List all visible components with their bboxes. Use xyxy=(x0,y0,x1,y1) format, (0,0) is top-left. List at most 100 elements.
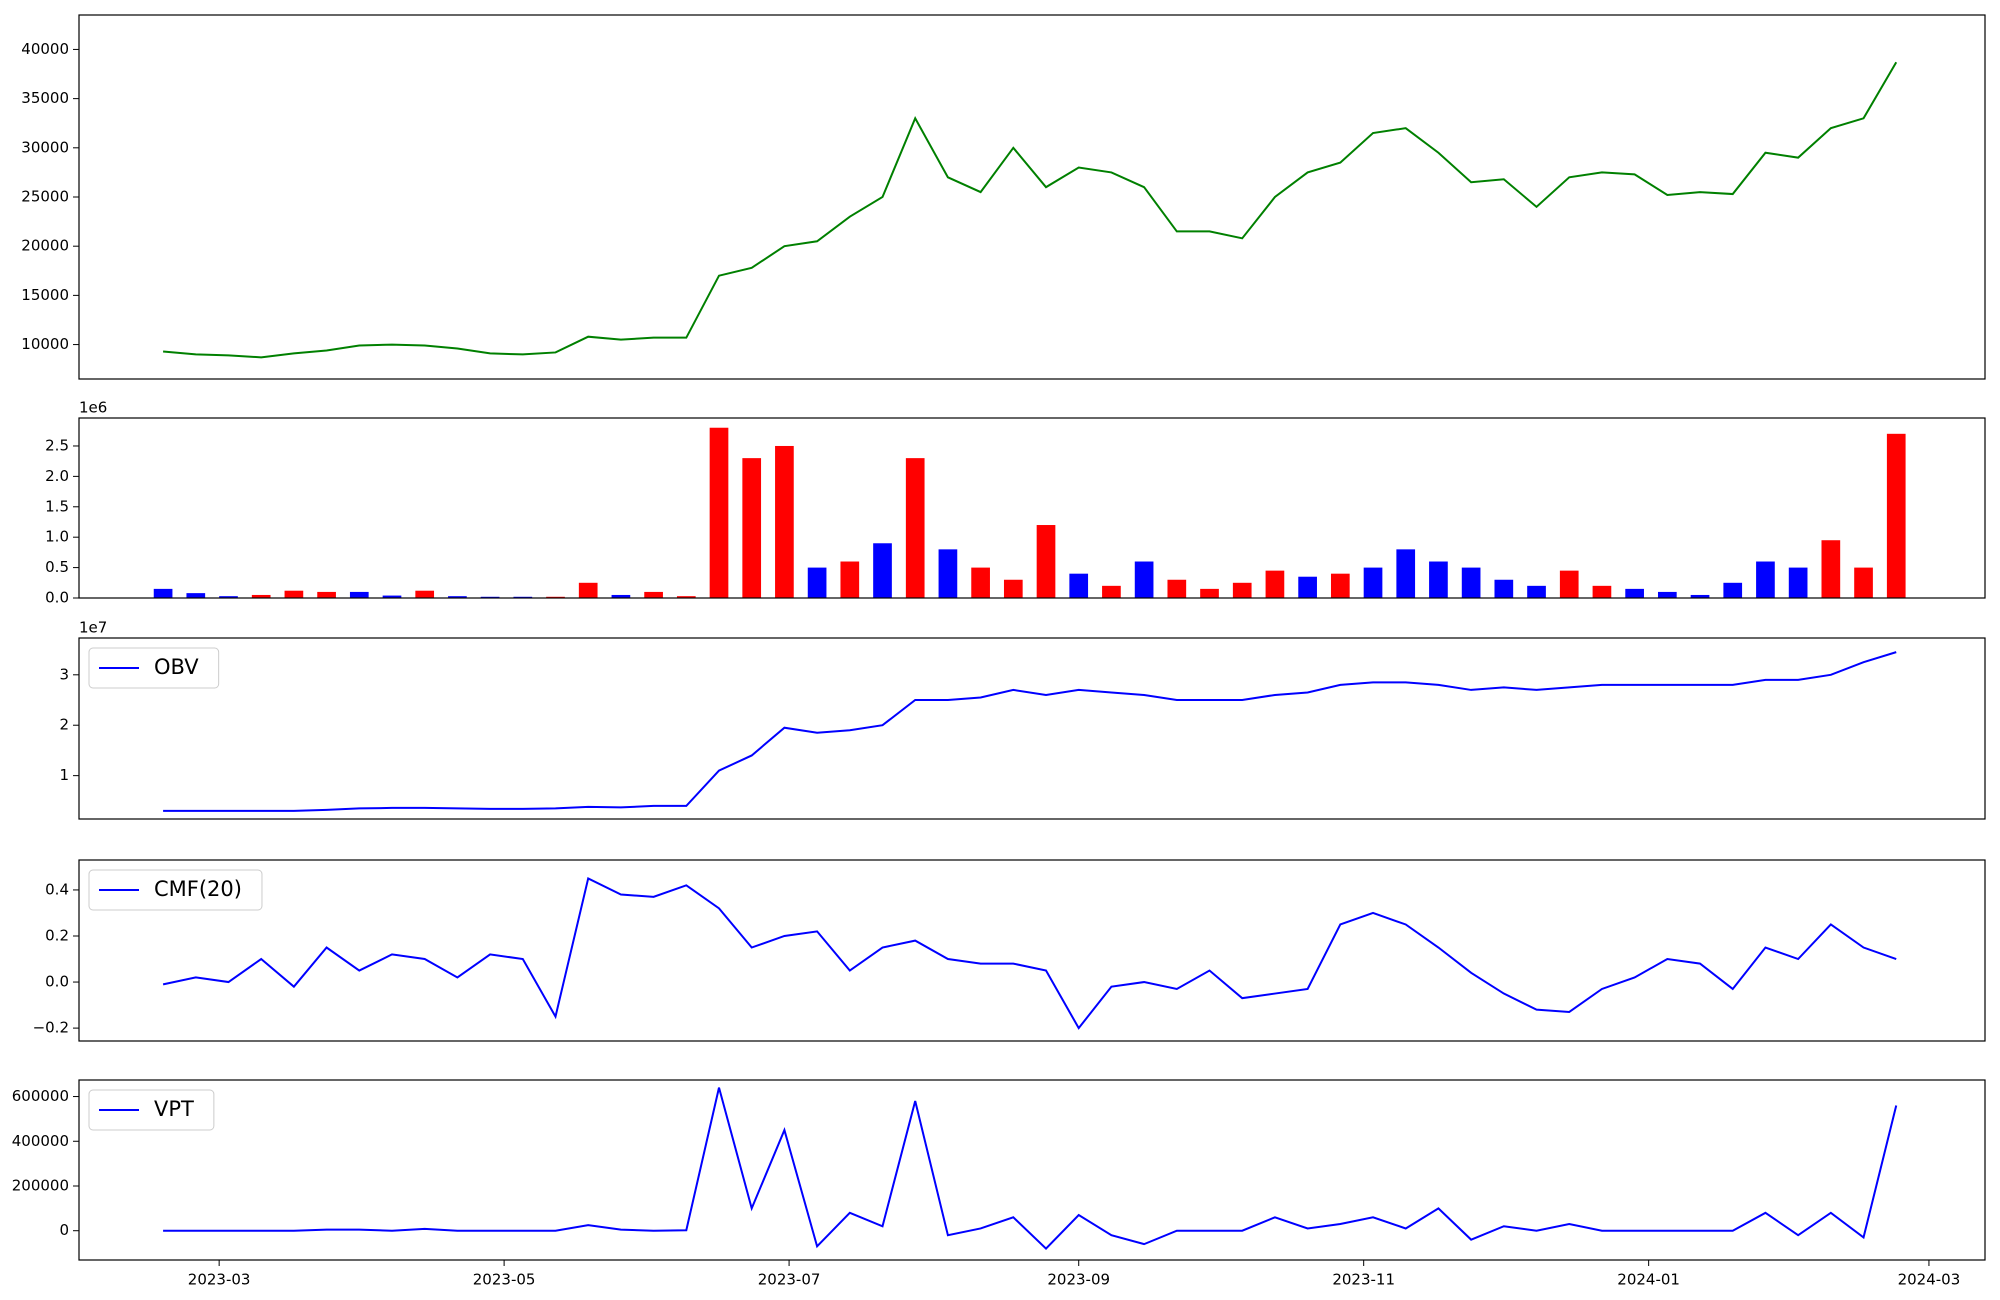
volume-bar xyxy=(611,594,631,598)
y-tick-label: 15000 xyxy=(21,286,69,304)
volume-bar xyxy=(1036,525,1056,598)
y-tick-label: 25000 xyxy=(21,188,69,206)
y-tick-label: 2.0 xyxy=(45,467,69,485)
volume-bar xyxy=(1461,567,1481,598)
volume-bar xyxy=(905,458,925,598)
axis-offset-label: 1e7 xyxy=(79,619,107,637)
volume-bar xyxy=(1003,579,1023,598)
volume-bar xyxy=(1330,573,1350,598)
y-tick-label: 0.4 xyxy=(45,880,69,898)
legend-box xyxy=(88,647,220,689)
y-tick-label: −0.2 xyxy=(33,1019,69,1037)
legend-label: VPT xyxy=(154,1097,194,1121)
volume-bar xyxy=(251,594,271,598)
panel: 1 2 3 1e7 OBV xyxy=(59,619,1986,820)
volume-bar xyxy=(742,458,762,598)
legend-box xyxy=(88,1089,215,1131)
legend-box xyxy=(88,869,263,911)
panel: 0 200000 400000 600000 2023-03 2023-05 2023-07… xyxy=(12,1079,1986,1289)
volume-bar xyxy=(1429,561,1448,598)
volume-bar xyxy=(971,567,990,598)
axes-frame xyxy=(78,637,1986,820)
volume-bar xyxy=(513,596,533,598)
y-tick-label: 10000 xyxy=(21,335,69,353)
y-tick-label: 35000 xyxy=(21,89,69,107)
volume-bar xyxy=(448,596,467,598)
volume-bar xyxy=(1363,567,1383,598)
volume-bar xyxy=(1625,588,1644,598)
volume-bar xyxy=(1592,585,1612,598)
x-tick-label: 2024-03 xyxy=(1898,1271,1961,1289)
axes-frame xyxy=(78,14,1986,380)
volume-bar xyxy=(415,590,435,598)
y-tick-label: 1.5 xyxy=(45,497,69,515)
volume-bar xyxy=(1690,594,1710,598)
volume-bar xyxy=(153,588,173,598)
volume-bar xyxy=(1265,570,1285,598)
x-tick-label: 2023-05 xyxy=(473,1271,536,1289)
volume-bar xyxy=(1494,579,1514,598)
axis-offset-label: 1e6 xyxy=(79,399,107,417)
volume-bar xyxy=(1788,567,1808,598)
volume-bar xyxy=(1559,570,1579,598)
volume-bar xyxy=(807,567,827,598)
volume-bar xyxy=(775,445,794,598)
x-tick-label: 2023-11 xyxy=(1332,1271,1395,1289)
volume-bar xyxy=(840,561,860,598)
panel: −0.2 0.0 0.2 0.4 CMF(20) xyxy=(33,859,1986,1042)
volume-bar xyxy=(1232,582,1252,598)
volume-bar xyxy=(578,582,598,598)
volume-bar xyxy=(1167,579,1187,598)
volume-bar xyxy=(186,593,206,598)
data-line xyxy=(162,876,1897,1030)
y-tick-label: 0.5 xyxy=(45,558,69,576)
data-line xyxy=(163,1087,1898,1251)
y-tick-label: 0.0 xyxy=(45,589,69,607)
volume-bar xyxy=(1821,540,1841,598)
axes-frame xyxy=(78,859,1986,1042)
volume-bar xyxy=(1854,567,1873,598)
volume-bar xyxy=(644,591,663,598)
volume-bar xyxy=(480,596,500,598)
volume-bar xyxy=(1134,561,1154,598)
panel: 10000 15000 20000 25000 30000 35000 40000 xyxy=(21,14,1986,380)
volume-bar xyxy=(1069,573,1089,598)
volume-bar xyxy=(1200,588,1219,598)
x-tick-label: 2023-09 xyxy=(1047,1271,1110,1289)
data-line xyxy=(162,61,1898,359)
volume-bar xyxy=(1756,561,1775,598)
volume-bar xyxy=(1102,585,1121,598)
axes-frame xyxy=(78,1079,1986,1261)
volume-bar xyxy=(546,596,565,598)
volume-bar xyxy=(382,595,402,598)
volume-bar xyxy=(873,543,892,598)
y-tick-label: 2 xyxy=(59,716,69,734)
data-line xyxy=(163,651,1897,812)
y-tick-label: 1.0 xyxy=(45,528,69,546)
y-tick-label: 3 xyxy=(59,665,69,683)
volume-bar xyxy=(1396,549,1416,598)
x-tick-label: 2023-03 xyxy=(188,1271,251,1289)
axes-frame xyxy=(78,417,1986,599)
volume-bar xyxy=(1886,433,1906,598)
x-tick-label: 2023-07 xyxy=(758,1271,821,1289)
y-tick-label: 30000 xyxy=(21,138,69,156)
panel: 0.0 0.5 1.0 1.5 2.0 2.5 1e6 xyxy=(45,399,1986,607)
legend-label: OBV xyxy=(154,655,199,679)
y-tick-label: 20000 xyxy=(21,237,69,255)
volume-bar xyxy=(938,549,958,598)
y-tick-label: 0.0 xyxy=(45,973,69,991)
volume-bar xyxy=(676,596,696,598)
volume-bar xyxy=(1298,576,1317,598)
volume-bar xyxy=(1723,582,1743,598)
volume-bar xyxy=(1527,585,1546,598)
y-tick-label: 1 xyxy=(59,766,69,784)
volume-bar xyxy=(349,591,369,598)
y-tick-label: 600000 xyxy=(12,1087,69,1105)
volume-bar xyxy=(709,427,729,598)
volume-bar xyxy=(284,590,304,598)
y-tick-label: 0.2 xyxy=(45,926,69,944)
volume-bar xyxy=(219,596,238,598)
y-tick-label: 2.5 xyxy=(45,436,69,454)
